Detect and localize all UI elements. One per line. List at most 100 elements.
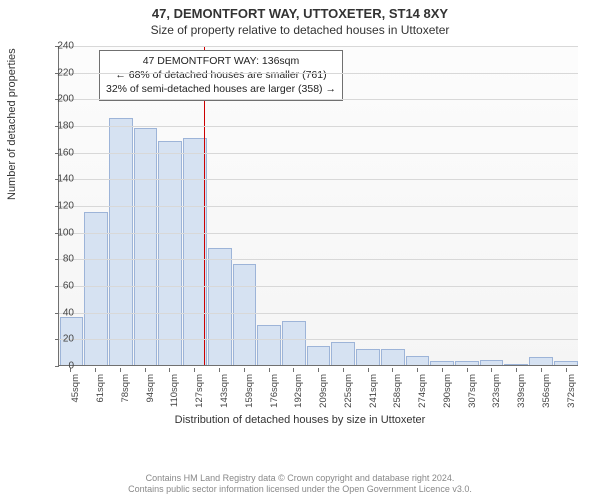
- xtick-mark: [392, 368, 393, 372]
- gridline: [59, 286, 578, 287]
- annotation-line3: 32% of semi-detached houses are larger (…: [106, 82, 336, 96]
- x-axis-label: Distribution of detached houses by size …: [0, 414, 600, 426]
- xtick-label: 372sqm: [566, 374, 577, 408]
- bar: [109, 118, 133, 365]
- bar: [282, 321, 306, 365]
- gridline: [59, 179, 578, 180]
- xtick: 323sqm: [479, 368, 504, 414]
- xtick-label: 209sqm: [318, 374, 329, 408]
- gridline: [59, 313, 578, 314]
- gridline: [59, 73, 578, 74]
- xtick-mark: [566, 368, 567, 372]
- xtick-mark: [343, 368, 344, 372]
- xtick-label: 307sqm: [467, 374, 478, 408]
- xtick: 61sqm: [83, 368, 108, 414]
- xtick-mark: [219, 368, 220, 372]
- bar: [208, 248, 232, 365]
- bar: [381, 349, 405, 365]
- ytick-label: 60: [44, 281, 74, 292]
- xtick-mark: [269, 368, 270, 372]
- gridline: [59, 126, 578, 127]
- xtick-mark: [145, 368, 146, 372]
- xtick-label: 323sqm: [491, 374, 502, 408]
- xtick-mark: [368, 368, 369, 372]
- xtick-mark: [318, 368, 319, 372]
- xtick-mark: [120, 368, 121, 372]
- xtick: 307sqm: [454, 368, 479, 414]
- xtick: 274sqm: [405, 368, 430, 414]
- ytick-label: 40: [44, 307, 74, 318]
- gridline: [59, 233, 578, 234]
- xtick-mark: [417, 368, 418, 372]
- xtick-mark: [244, 368, 245, 372]
- footer-line1: Contains HM Land Registry data © Crown c…: [0, 473, 600, 485]
- xtick-mark: [293, 368, 294, 372]
- annotation-box: 47 DEMONTFORT WAY: 136sqm ← 68% of detac…: [99, 50, 343, 101]
- bar: [554, 361, 578, 365]
- xtick-label: 94sqm: [145, 374, 156, 403]
- ytick-label: 120: [44, 201, 74, 212]
- bar: [331, 342, 355, 365]
- xtick: 45sqm: [58, 368, 83, 414]
- xtick-label: 61sqm: [95, 374, 106, 403]
- xtick: 209sqm: [306, 368, 331, 414]
- xtick-mark: [541, 368, 542, 372]
- annotation-line1: 47 DEMONTFORT WAY: 136sqm: [106, 54, 336, 68]
- xtick-label: 127sqm: [194, 374, 205, 408]
- x-ticks: 45sqm61sqm78sqm94sqm110sqm127sqm143sqm15…: [58, 368, 578, 414]
- xtick-label: 356sqm: [541, 374, 552, 408]
- ytick-label: 160: [44, 147, 74, 158]
- xtick-label: 110sqm: [169, 374, 180, 407]
- xtick-label: 274sqm: [417, 374, 428, 408]
- ytick-label: 100: [44, 227, 74, 238]
- page-subtitle: Size of property relative to detached ho…: [0, 21, 600, 41]
- xtick: 290sqm: [429, 368, 454, 414]
- ytick-label: 140: [44, 174, 74, 185]
- bar: [406, 356, 430, 365]
- xtick-label: 45sqm: [70, 374, 81, 403]
- xtick: 127sqm: [182, 368, 207, 414]
- xtick: 372sqm: [553, 368, 578, 414]
- bar: [356, 349, 380, 365]
- gridline: [59, 46, 578, 47]
- xtick: 176sqm: [256, 368, 281, 414]
- page-title: 47, DEMONTFORT WAY, UTTOXETER, ST14 8XY: [0, 0, 600, 21]
- bar: [455, 361, 479, 365]
- gridline: [59, 99, 578, 100]
- ytick-label: 220: [44, 67, 74, 78]
- footer-line2: Contains public sector information licen…: [0, 484, 600, 496]
- xtick: 94sqm: [132, 368, 157, 414]
- xtick-mark: [516, 368, 517, 372]
- bar: [158, 141, 182, 365]
- bar: [430, 361, 454, 365]
- bar: [529, 357, 553, 365]
- xtick-mark: [194, 368, 195, 372]
- ytick-label: 20: [44, 334, 74, 345]
- xtick-label: 290sqm: [442, 374, 453, 408]
- xtick-label: 241sqm: [368, 374, 379, 408]
- bar: [134, 128, 158, 365]
- xtick-label: 192sqm: [293, 374, 304, 408]
- footer: Contains HM Land Registry data © Crown c…: [0, 473, 600, 496]
- ytick-label: 200: [44, 94, 74, 105]
- gridline: [59, 153, 578, 154]
- gridline: [59, 339, 578, 340]
- xtick-label: 176sqm: [269, 374, 280, 408]
- xtick-label: 258sqm: [392, 374, 403, 408]
- xtick-mark: [169, 368, 170, 372]
- bar: [257, 325, 281, 365]
- ytick-label: 240: [44, 41, 74, 52]
- xtick: 143sqm: [207, 368, 232, 414]
- xtick: 192sqm: [281, 368, 306, 414]
- xtick: 78sqm: [108, 368, 133, 414]
- plot-area: 47 DEMONTFORT WAY: 136sqm ← 68% of detac…: [58, 46, 578, 366]
- xtick-mark: [467, 368, 468, 372]
- bar: [480, 360, 504, 365]
- gridline: [59, 206, 578, 207]
- bar: [307, 346, 331, 365]
- xtick-mark: [491, 368, 492, 372]
- bar: [84, 212, 108, 365]
- xtick: 241sqm: [355, 368, 380, 414]
- xtick: 356sqm: [529, 368, 554, 414]
- bar: [233, 264, 257, 365]
